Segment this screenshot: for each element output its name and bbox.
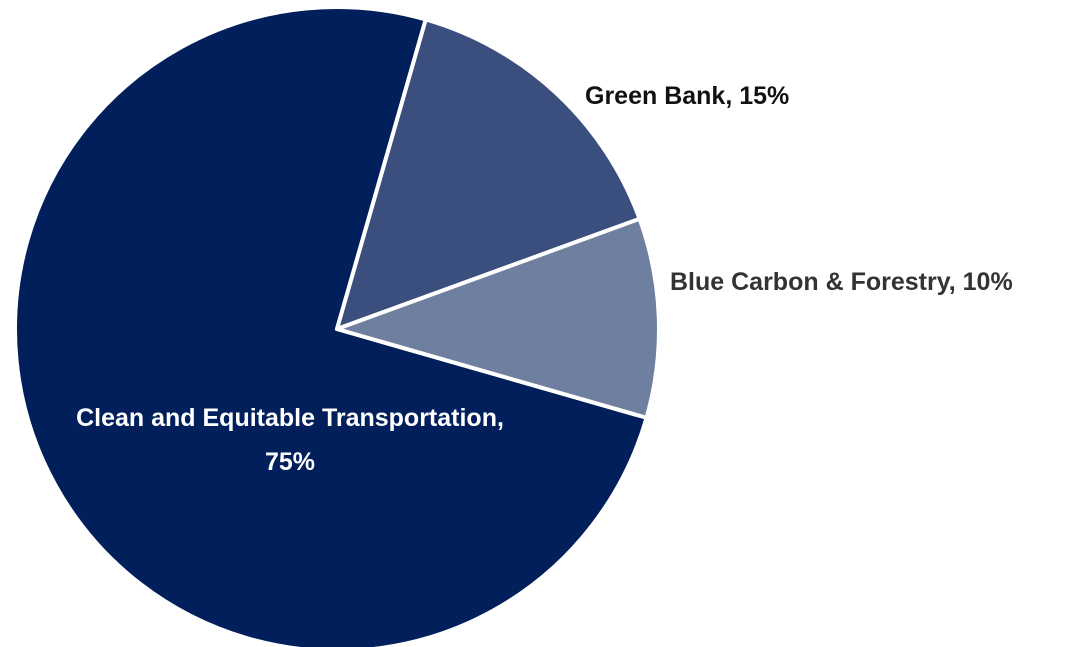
pie-label-blue-carbon-forestry: Blue Carbon & Forestry, 10% [670,268,1013,296]
pie-slice-clean-and-equitable-transportation [13,4,649,647]
pie-label-line: 75% [265,448,315,476]
pie-label-clean-and-equitable-transportation: Clean and Equitable Transportation, 75% [76,404,504,476]
pie-labels: Clean and Equitable Transportation, 75% Gr… [76,82,1013,476]
pie-label-green-bank: Green Bank, 15% [585,82,789,110]
pie-label-line: Clean and Equitable Transportation, [76,404,504,432]
pie-slice-green-bank [335,17,642,331]
pie-slices [13,4,661,647]
pie-label-line: Green Bank, 15% [585,82,789,110]
pie-slice-blue-carbon-forestry [335,216,661,420]
pie-label-line: Blue Carbon & Forestry, 10% [670,268,1013,296]
